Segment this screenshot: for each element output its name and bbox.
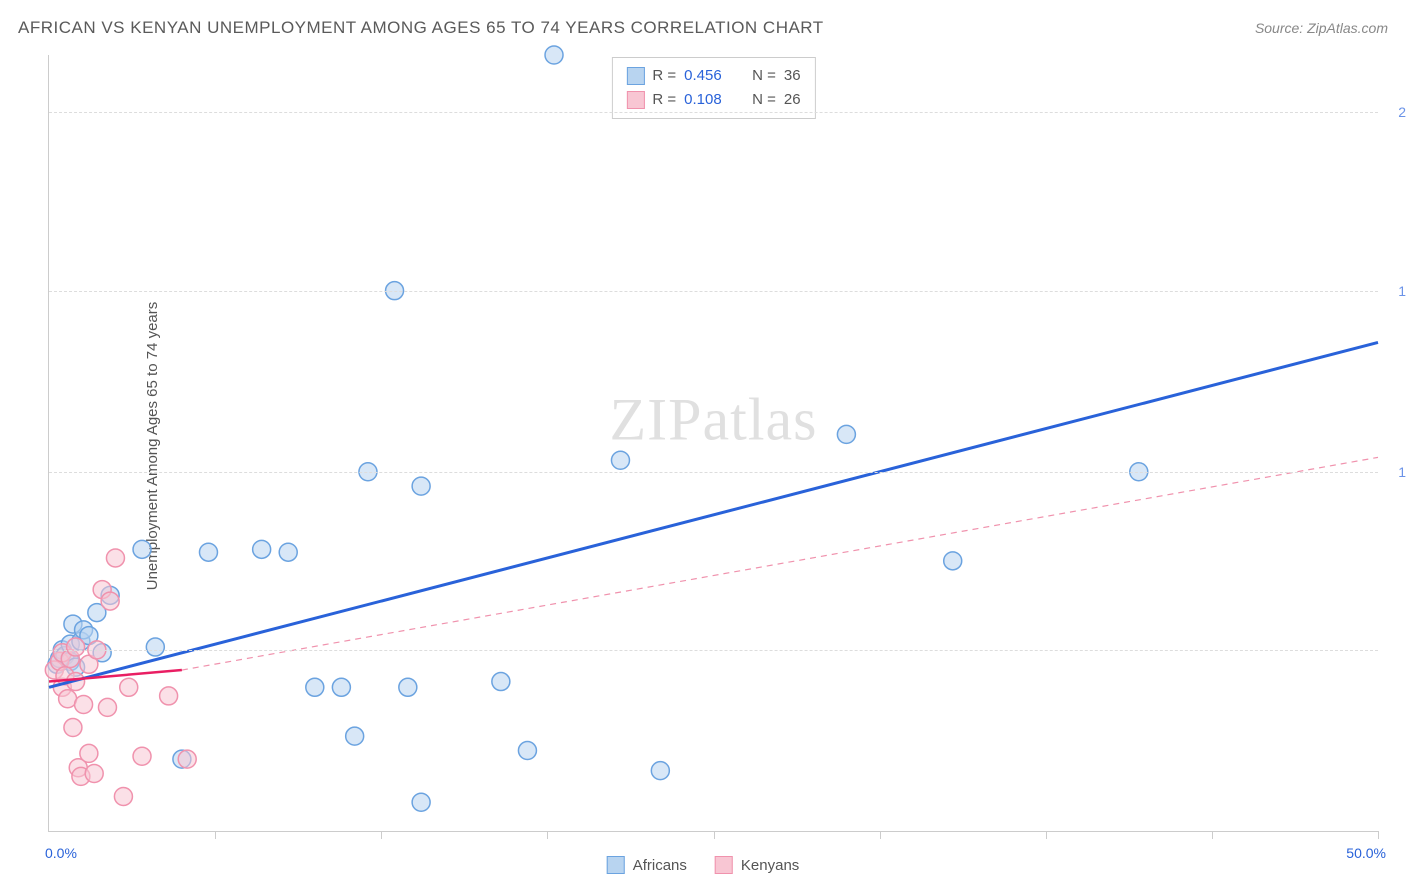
scatter-point (64, 719, 82, 737)
legend-swatch (626, 91, 644, 109)
x-tick-mark (381, 831, 382, 839)
series-legend: Africans Kenyans (607, 856, 800, 874)
trend-line (49, 342, 1378, 687)
correlation-legend-row: R = 0.456 N = 36 (626, 64, 800, 88)
scatter-point (106, 549, 124, 567)
scatter-point (199, 543, 217, 561)
gridline-horizontal (49, 472, 1378, 473)
x-tick-mark (714, 831, 715, 839)
scatter-point (67, 638, 85, 656)
x-tick-mark (1212, 831, 1213, 839)
source-credit: Source: ZipAtlas.com (1255, 20, 1388, 36)
source-label: Source: (1255, 20, 1303, 36)
scatter-point (120, 678, 138, 696)
scatter-point (332, 678, 350, 696)
scatter-point (98, 698, 116, 716)
n-label: N = (752, 64, 776, 88)
scatter-point (101, 592, 119, 610)
scatter-point (545, 46, 563, 64)
y-tick-label: 18.8% (1383, 283, 1406, 299)
series-legend-label: Africans (633, 857, 687, 874)
x-origin-label: 0.0% (45, 845, 77, 861)
chart-title: AFRICAN VS KENYAN UNEMPLOYMENT AMONG AGE… (18, 18, 824, 38)
n-value: 26 (784, 88, 801, 112)
gridline-horizontal (49, 650, 1378, 651)
chart-plot-area: ZIPatlas R =0.456N =36R =0.108N =26 6.3%… (48, 55, 1378, 832)
series-legend-label: Kenyans (741, 857, 799, 874)
scatter-point (146, 638, 164, 656)
source-name: ZipAtlas.com (1307, 20, 1388, 36)
scatter-point (518, 742, 536, 760)
scatter-point (492, 673, 510, 691)
scatter-point (133, 540, 151, 558)
series-legend-item: Kenyans (715, 856, 799, 874)
scatter-point (80, 744, 98, 762)
scatter-point (611, 451, 629, 469)
trend-line-dashed (182, 457, 1378, 670)
x-tick-mark (1046, 831, 1047, 839)
n-value: 36 (784, 64, 801, 88)
x-tick-mark (215, 831, 216, 839)
x-max-label: 50.0% (1346, 845, 1386, 861)
scatter-point (114, 788, 132, 806)
scatter-point (75, 696, 93, 714)
scatter-point (133, 747, 151, 765)
y-tick-label: 6.3% (1383, 642, 1406, 658)
x-tick-mark (1378, 831, 1379, 839)
x-tick-mark (547, 831, 548, 839)
r-label: R = (652, 64, 676, 88)
legend-swatch (626, 67, 644, 85)
scatter-point (160, 687, 178, 705)
scatter-point (306, 678, 324, 696)
r-value: 0.108 (684, 88, 732, 112)
correlation-legend-box: R = 0.456 N = 36 R = 0.108 N = 26 (611, 57, 815, 119)
scatter-point (651, 762, 669, 780)
gridline-horizontal (49, 291, 1378, 292)
scatter-point (399, 678, 417, 696)
r-value: 0.456 (684, 64, 732, 88)
scatter-point (178, 750, 196, 768)
correlation-legend-row: R = 0.108 N = 26 (626, 88, 800, 112)
x-tick-mark (880, 831, 881, 839)
n-label: N = (752, 88, 776, 112)
r-label: R = (652, 88, 676, 112)
series-legend-item: Africans (607, 856, 687, 874)
scatter-point (944, 552, 962, 570)
scatter-point (412, 793, 430, 811)
gridline-horizontal (49, 112, 1378, 113)
scatter-point (837, 425, 855, 443)
scatter-point (253, 540, 271, 558)
header: AFRICAN VS KENYAN UNEMPLOYMENT AMONG AGE… (18, 18, 1388, 38)
legend-swatch (715, 856, 733, 874)
scatter-plot-svg (49, 55, 1378, 831)
scatter-point (279, 543, 297, 561)
y-tick-label: 12.5% (1383, 464, 1406, 480)
scatter-point (412, 477, 430, 495)
legend-swatch (607, 856, 625, 874)
scatter-point (85, 765, 103, 783)
scatter-point (346, 727, 364, 745)
y-tick-label: 25.0% (1383, 104, 1406, 120)
